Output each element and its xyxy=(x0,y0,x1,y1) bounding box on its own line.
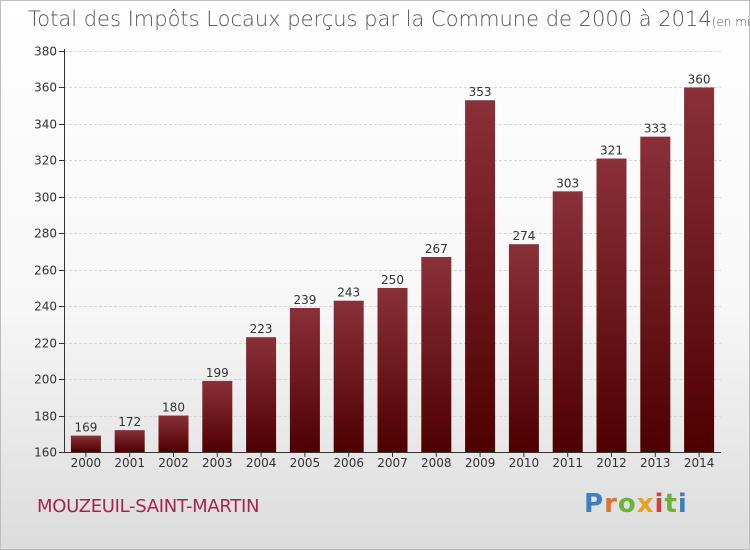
bar xyxy=(377,287,408,452)
data-label: 321 xyxy=(600,144,623,158)
x-tick-label: 2009 xyxy=(465,456,496,470)
bar-layer: 169 172 180 199 223 239 243 250 267 353 274 303 321 3… xyxy=(70,72,715,453)
x-tick-label: 2012 xyxy=(596,456,627,470)
data-label: 243 xyxy=(337,286,360,300)
data-label: 274 xyxy=(512,229,535,243)
x-tick-label: 2006 xyxy=(333,456,364,470)
y-tick-label: 360 xyxy=(34,81,57,95)
data-label: 169 xyxy=(74,421,97,435)
x-tick-label: 2007 xyxy=(377,456,408,470)
y-tick-label: 340 xyxy=(34,118,57,132)
x-tick-label: 2011 xyxy=(552,456,583,470)
bar xyxy=(421,256,452,452)
y-tick-label: 260 xyxy=(34,264,57,278)
bar xyxy=(70,435,101,452)
bar xyxy=(465,100,496,453)
x-tick-label: 2004 xyxy=(246,456,277,470)
x-tick-label: 2008 xyxy=(421,456,452,470)
bar xyxy=(684,87,715,453)
data-label: 239 xyxy=(293,293,316,307)
chart-title: Total des Impôts Locaux perçus par la Co… xyxy=(28,7,750,31)
y-tick-label: 280 xyxy=(34,227,57,241)
y-tick-label: 380 xyxy=(34,45,57,59)
proxiti-logo[interactable]: Proxiti xyxy=(584,489,688,519)
data-label: 303 xyxy=(556,176,579,190)
data-label: 360 xyxy=(688,72,711,86)
x-tick-label: 2000 xyxy=(71,456,102,470)
bar xyxy=(246,337,277,452)
y-tick-label: 240 xyxy=(34,300,57,314)
y-tick-label: 160 xyxy=(34,446,57,460)
x-tick-label: 2001 xyxy=(114,456,145,470)
bar xyxy=(158,415,189,452)
data-label: 199 xyxy=(206,366,229,380)
y-tick-label: 200 xyxy=(34,373,57,387)
axis-layer: 160 180 200 220 240 260 280 300 320 340 360 380 2000… xyxy=(34,45,721,470)
bar xyxy=(114,430,145,452)
y-tick-label: 220 xyxy=(34,337,57,351)
bar xyxy=(552,191,583,452)
chart-title-text: Total des Impôts Locaux perçus par la Co… xyxy=(28,7,712,31)
bar xyxy=(508,244,539,452)
x-tick-label: 2010 xyxy=(509,456,540,470)
x-tick-label: 2003 xyxy=(202,456,233,470)
x-tick-label: 2005 xyxy=(290,456,321,470)
x-tick-label: 2002 xyxy=(158,456,189,470)
y-tick-label: 180 xyxy=(34,410,57,424)
bar xyxy=(289,308,320,452)
x-tick-label: 2013 xyxy=(640,456,671,470)
x-tick-label: 2014 xyxy=(684,456,715,470)
commune-name: MOUZEUIL-SAINT-MARTIN xyxy=(37,496,260,517)
bar xyxy=(333,300,364,452)
bar xyxy=(640,136,671,452)
data-label: 223 xyxy=(250,322,273,336)
data-label: 333 xyxy=(644,122,667,136)
y-tick-label: 300 xyxy=(34,191,57,205)
data-label: 267 xyxy=(425,242,448,256)
data-label: 172 xyxy=(118,415,141,429)
data-label: 353 xyxy=(469,85,492,99)
bar xyxy=(202,380,233,452)
data-label: 250 xyxy=(381,273,404,287)
data-label: 180 xyxy=(162,401,185,415)
chart-unit-label: (en milliers d'€) xyxy=(711,15,750,29)
bar xyxy=(596,158,627,453)
y-tick-label: 320 xyxy=(34,154,57,168)
